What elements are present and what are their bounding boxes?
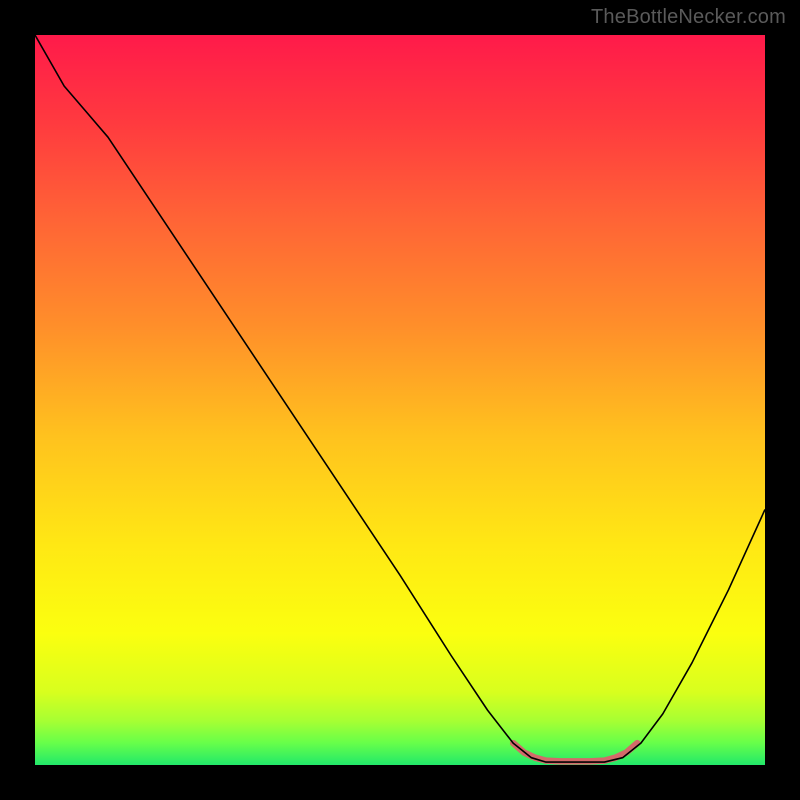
chart-background (35, 35, 765, 765)
watermark-text: TheBottleNecker.com (591, 6, 786, 29)
chart-plot-area (35, 35, 765, 765)
chart-svg (35, 35, 765, 765)
